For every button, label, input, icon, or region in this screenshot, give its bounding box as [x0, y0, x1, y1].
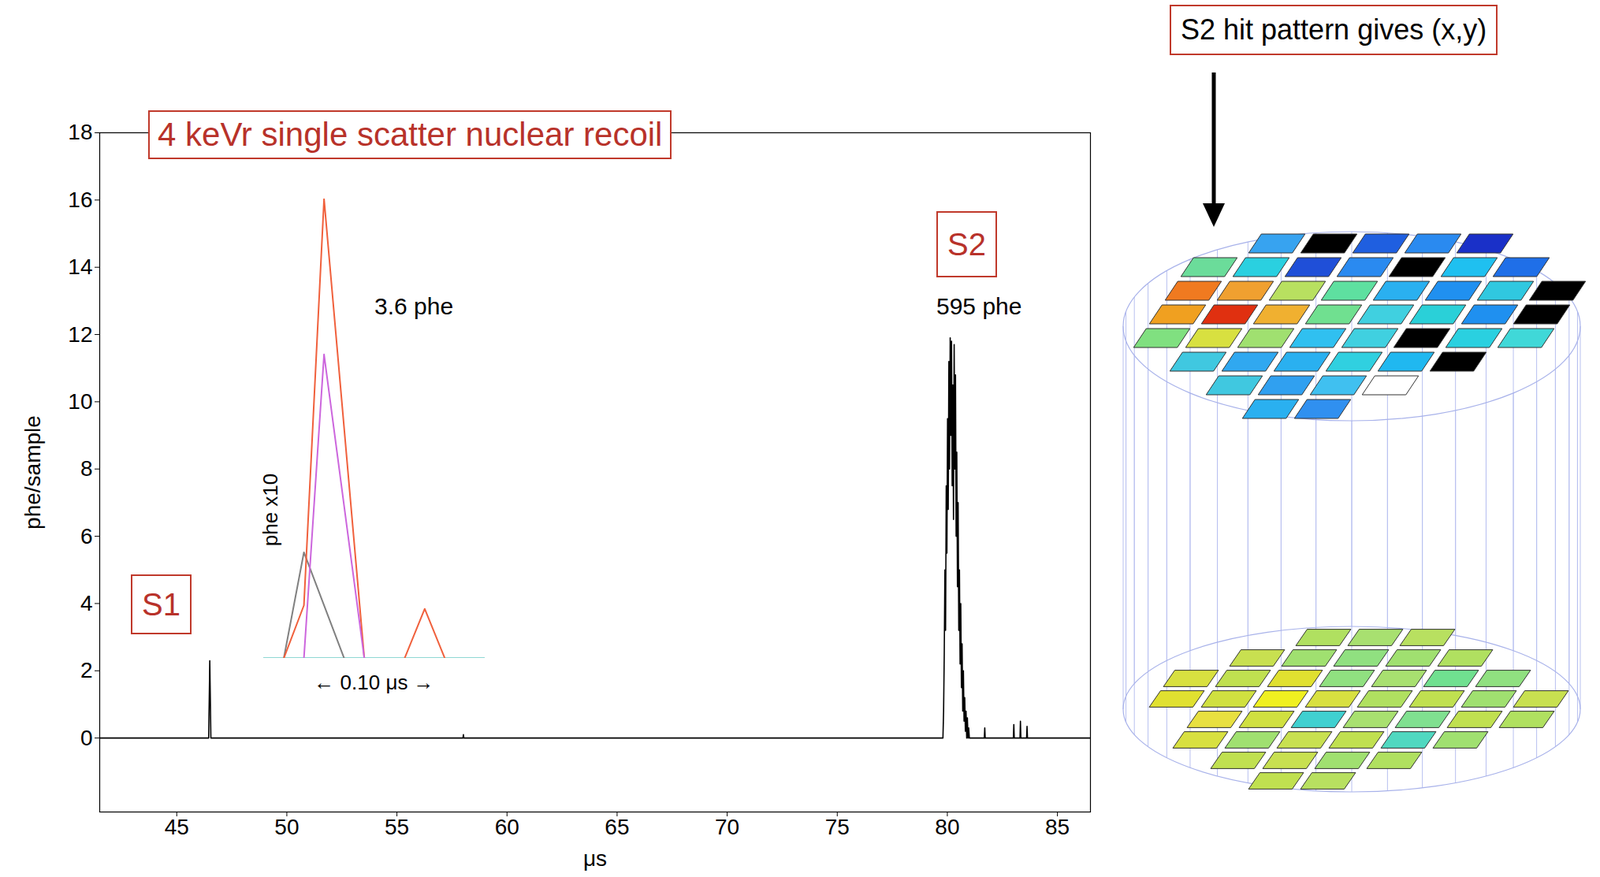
html-text:phe x10: phe x10 — [258, 473, 282, 547]
svg-text:2: 2 — [80, 658, 94, 683]
svg-text:60: 60 — [494, 814, 520, 840]
svg-text:75: 75 — [825, 814, 850, 840]
svg-text:8: 8 — [80, 456, 94, 481]
html-text:S2 hit pattern gives (x,y): S2 hit pattern gives (x,y) — [1180, 13, 1487, 46]
svg-text:10: 10 — [67, 389, 93, 414]
svg-text:65: 65 — [604, 814, 629, 840]
svg-text:14: 14 — [67, 254, 93, 280]
html-text:← 0.10 μs →: ← 0.10 μs → — [314, 670, 434, 695]
svg-text:4: 4 — [80, 591, 94, 616]
svg-text:50: 50 — [274, 814, 299, 840]
svg-text:18: 18 — [67, 119, 93, 145]
html-text:3.6 phe: 3.6 phe — [374, 293, 454, 320]
html-text:S2: S2 — [947, 226, 986, 262]
svg-text:6: 6 — [80, 524, 94, 549]
svg-text:80: 80 — [934, 814, 960, 840]
svg-text:70: 70 — [714, 814, 740, 840]
html-text:595 phe: 595 phe — [936, 293, 1022, 320]
svg-text:0: 0 — [80, 725, 94, 751]
svg-text:μs: μs — [583, 846, 607, 871]
svg-text:85: 85 — [1045, 814, 1070, 840]
html-text:4 keVr single scatter nuclear: 4 keVr single scatter nuclear recoil — [157, 115, 663, 153]
svg-text:phe/sample: phe/sample — [20, 415, 45, 530]
svg-text:16: 16 — [67, 187, 93, 213]
svg-text:12: 12 — [67, 321, 93, 347]
svg-text:55: 55 — [384, 814, 410, 840]
svg-text:45: 45 — [164, 814, 190, 840]
html-text:S1: S1 — [141, 587, 181, 622]
